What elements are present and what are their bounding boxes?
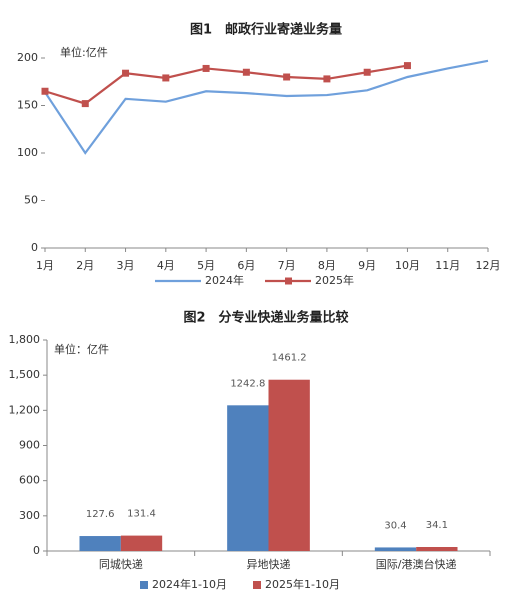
x-tick-label: 12月 <box>476 259 501 272</box>
y-tick-label: 600 <box>19 474 40 487</box>
legend-label: 2024年1-10月 <box>152 577 227 591</box>
chart-title: 图1 邮政行业寄递业务量 <box>190 22 342 38</box>
y-tick-label: 1,500 <box>9 368 41 381</box>
line-series <box>44 59 489 155</box>
value-label: 30.4 <box>384 520 406 531</box>
bar <box>268 379 310 551</box>
x-tick-label: 10月 <box>395 259 420 272</box>
legend-label: 2025年1-10月 <box>265 577 340 591</box>
y-tick-label: 1,800 <box>9 333 41 346</box>
bar <box>79 536 121 551</box>
y-tick-label: 150 <box>17 99 38 112</box>
y-tick-label: 100 <box>17 146 38 159</box>
point <box>403 62 411 70</box>
x-tick-label: 同城快递 <box>99 557 143 571</box>
x-tick-label: 2月 <box>76 259 94 272</box>
x-tick-label: 国际/港澳台快递 <box>376 557 457 571</box>
x-tick-label: 6月 <box>237 259 255 272</box>
bar <box>120 535 163 551</box>
y-tick-label: 0 <box>33 544 40 557</box>
value-label: 1242.8 <box>230 378 265 389</box>
bar <box>374 547 417 551</box>
unit-label: 单位:亿件 <box>60 45 108 59</box>
point <box>162 74 170 82</box>
x-tick-label: 8月 <box>318 259 336 272</box>
legend-swatch <box>140 581 148 589</box>
x-tick-label: 5月 <box>197 259 215 272</box>
y-tick-label: 200 <box>17 51 38 64</box>
legend-swatch <box>253 581 261 589</box>
y-tick-label: 1,200 <box>9 403 41 416</box>
legend-label: 2024年 <box>205 273 244 287</box>
y-tick-label: 900 <box>19 439 40 452</box>
x-tick-label: 4月 <box>157 259 175 272</box>
value-label: 127.6 <box>86 509 115 520</box>
value-label: 131.4 <box>127 509 156 520</box>
point <box>122 69 130 77</box>
legend-marker <box>285 277 292 285</box>
x-tick-label: 1月 <box>36 259 54 272</box>
point <box>41 87 49 95</box>
point <box>323 75 331 83</box>
chart-title: 图2 分专业快递业务量比较 <box>183 310 348 326</box>
y-tick-label: 300 <box>19 509 40 522</box>
point <box>363 68 371 76</box>
point <box>81 100 89 108</box>
point <box>202 64 210 72</box>
line-series <box>44 64 408 105</box>
x-tick-label: 11月 <box>435 259 460 272</box>
value-label: 1461.2 <box>272 353 307 364</box>
x-tick-label: 7月 <box>278 259 296 272</box>
y-tick-label: 50 <box>24 194 38 207</box>
x-tick-label: 9月 <box>358 259 376 272</box>
value-label: 34.1 <box>426 520 448 531</box>
bar <box>416 547 458 551</box>
unit-label: 单位：亿件 <box>54 342 109 356</box>
legend-label: 2025年 <box>315 273 354 287</box>
point <box>283 73 291 81</box>
y-tick-label: 0 <box>31 241 38 254</box>
point <box>242 68 250 76</box>
x-tick-label: 3月 <box>117 259 135 272</box>
bar <box>227 405 269 551</box>
x-tick-label: 异地快递 <box>247 557 291 571</box>
